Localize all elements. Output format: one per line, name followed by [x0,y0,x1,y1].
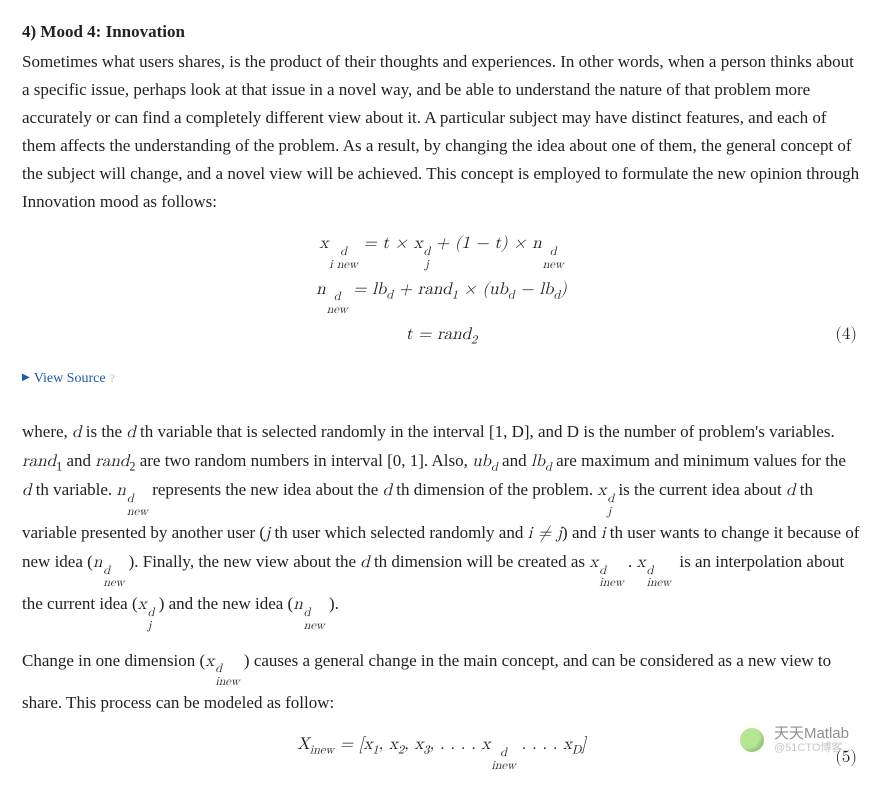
eq4-line-2: ndnew = lbd + rand1 × (ubd − lbd) [22,276,861,317]
equation-5: Xinew = [x1, x2, x3, . . . . xdinew . . … [22,731,861,772]
followup-paragraph: Change in one dimension (xdinew ) causes… [22,647,861,717]
intro-paragraph: Sometimes what users shares, is the prod… [22,48,861,216]
equation-4: xdi new = t × xdj + (1 − t) × ndnew ndne… [22,230,861,349]
caret-right-icon: ▶ [22,370,30,387]
watermark-sub: @51CTO博客 [774,742,849,755]
section-heading: 4) Mood 4: Innovation [22,18,861,46]
eq4-number: (4) [835,321,857,349]
view-source-label: View Source [34,367,106,390]
watermark-title: 天天Matlab [774,725,849,742]
wechat-logo-icon [738,726,766,754]
watermark: 天天Matlab @51CTO博客 [738,725,849,755]
eq4-line-3: t = rand2 [22,321,861,349]
eq4-line-1: xdi new = t × xdj + (1 − t) × ndnew [22,230,861,271]
view-source-link[interactable]: ▶ View Source ? [22,367,861,390]
help-icon[interactable]: ? [110,369,115,389]
eq5-line: Xinew = [x1, x2, x3, . . . . xdinew . . … [22,731,861,772]
explanation-paragraph: where, d is the d th variable that is se… [22,418,861,632]
